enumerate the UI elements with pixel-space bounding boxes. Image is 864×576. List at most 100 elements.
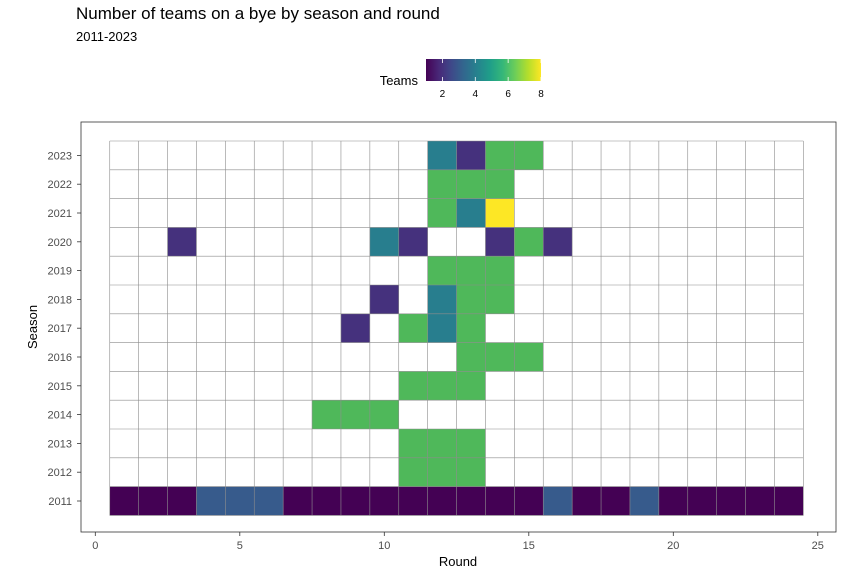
heatmap-cell	[456, 313, 486, 343]
panel-border	[80, 121, 837, 533]
legend-colorbar	[426, 59, 541, 81]
heatmap-cell	[456, 141, 486, 170]
y-axis-title: Season	[25, 305, 40, 349]
y-tick-label: 2012	[48, 467, 72, 479]
heatmap-cell	[774, 486, 804, 516]
y-tick-label: 2016	[48, 352, 72, 364]
chart-title: Number of teams on a bye by season and r…	[76, 4, 440, 23]
heatmap-cell	[716, 486, 746, 516]
legend-tick-label: 8	[538, 89, 544, 100]
heatmap-cell	[456, 429, 486, 458]
heatmap-cell	[283, 486, 313, 516]
y-tick-label: 2020	[48, 237, 72, 249]
heatmap-cell	[456, 198, 486, 228]
heatmap-cell	[398, 371, 428, 401]
heatmap-cell	[485, 285, 515, 314]
legend-tick-label: 6	[505, 89, 511, 100]
heatmap-cell	[543, 227, 573, 257]
heatmap-cell	[427, 198, 457, 228]
heatmap-cell	[427, 285, 457, 314]
y-tick-label: 2023	[48, 150, 72, 162]
heatmap-cell	[196, 486, 226, 516]
legend: Teams 2 4 6 8	[380, 59, 544, 100]
heatmap-cell	[369, 285, 399, 314]
grid-lines	[109, 140, 804, 516]
heatmap-cell	[456, 256, 486, 285]
heatmap-cell	[514, 141, 544, 170]
heatmap-cell	[485, 141, 515, 170]
heatmap-cell	[629, 486, 659, 516]
heatmap-cell	[456, 486, 486, 516]
heatmap-cell	[427, 141, 457, 170]
heatmap-cell	[167, 227, 197, 257]
heatmap-cell	[427, 457, 457, 487]
x-tick-label: 5	[237, 540, 243, 552]
heatmap-cell	[456, 169, 486, 199]
heatmap-cell	[745, 486, 775, 516]
heatmap-cell	[427, 169, 457, 199]
heatmap-cell	[398, 227, 428, 257]
heatmap-cell	[109, 486, 139, 516]
heatmap-cell	[427, 429, 457, 458]
heatmap-cell	[485, 256, 515, 285]
heatmap-cell	[485, 227, 515, 257]
y-tick-label: 2021	[48, 208, 72, 220]
heatmap-cell	[456, 371, 486, 401]
heatmap-cell	[572, 486, 602, 516]
heatmap-cell	[427, 256, 457, 285]
heatmap-cell	[340, 313, 370, 343]
heatmap-cell	[687, 486, 717, 516]
x-tick-label: 25	[812, 540, 824, 552]
heatmap-cell	[369, 486, 399, 516]
y-tick-label: 2017	[48, 323, 72, 335]
y-tick-label: 2015	[48, 381, 72, 393]
heatmap-cell	[398, 429, 428, 458]
heatmap-cell	[485, 486, 515, 516]
heatmap-cell	[427, 371, 457, 401]
heatmap-cell	[225, 486, 255, 516]
heatmap-cell	[312, 486, 341, 516]
heatmap-cell	[398, 313, 428, 343]
chart-subtitle: 2011-2023	[76, 29, 138, 44]
legend-tick-label: 2	[440, 89, 446, 100]
heatmap-cell	[485, 198, 515, 228]
heatmap-cell	[514, 486, 544, 516]
heatmap-cell	[543, 486, 573, 516]
y-tick-label: 2014	[48, 410, 72, 422]
x-tick-label: 10	[378, 540, 390, 552]
heatmap-cell	[340, 486, 370, 516]
y-tick-label: 2022	[48, 179, 72, 191]
heatmap-cell	[427, 486, 457, 516]
heatmap-cell	[167, 486, 197, 516]
x-tick-label: 0	[92, 540, 98, 552]
x-tick-label: 20	[667, 540, 679, 552]
heatmap-cell	[658, 486, 688, 516]
heatmap-cell	[456, 342, 486, 372]
heatmap-cell	[254, 486, 284, 516]
heatmap-cell	[312, 400, 341, 429]
heatmap-cell	[369, 400, 399, 429]
heatmap-cell	[340, 400, 370, 429]
legend-title: Teams	[380, 73, 419, 88]
x-tick-label: 15	[523, 540, 535, 552]
heatmap-cell	[398, 486, 428, 516]
x-axis-title: Round	[439, 554, 477, 569]
heatmap-cell	[485, 169, 515, 199]
heatmap-cell	[456, 285, 486, 314]
y-tick-label: 2018	[48, 294, 72, 306]
heatmap-cell	[485, 342, 515, 372]
heatmap-cells	[109, 141, 804, 516]
y-tick-label: 2013	[48, 438, 72, 450]
legend-tick-label: 4	[473, 89, 479, 100]
y-tick-label: 2011	[48, 496, 72, 508]
heatmap-cell	[514, 342, 544, 372]
heatmap-cell	[456, 457, 486, 487]
heatmap-cell	[427, 313, 457, 343]
heatmap-cell	[138, 486, 168, 516]
heatmap-cell	[514, 227, 544, 257]
y-tick-label: 2019	[48, 266, 72, 278]
heatmap-cell	[601, 486, 630, 516]
heatmap-cell	[398, 457, 428, 487]
heatmap-cell	[369, 227, 399, 257]
